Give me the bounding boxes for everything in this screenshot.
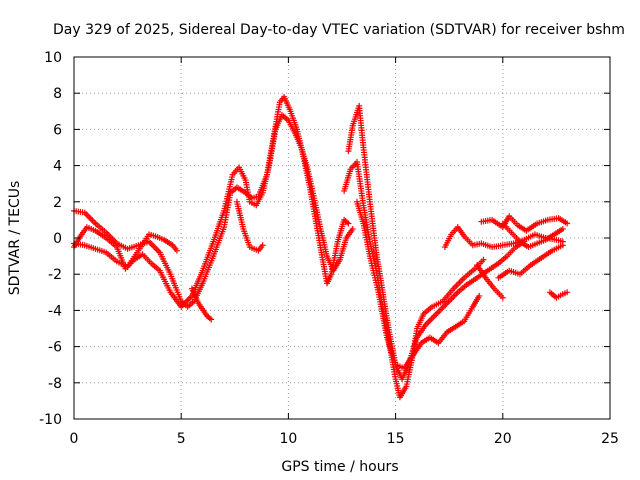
x-tick-label: 5 [177, 431, 186, 447]
x-tick-label: 25 [601, 431, 619, 447]
y-tick-label: 10 [44, 50, 62, 66]
y-tick-label: -2 [48, 267, 62, 283]
plus-marker [480, 256, 487, 263]
series-track-b [71, 111, 356, 310]
series-track-l [495, 242, 566, 281]
x-tick-label: 15 [387, 431, 405, 447]
plus-marker [476, 292, 483, 299]
series-track-c [71, 231, 180, 270]
y-tick-label: -6 [48, 340, 62, 356]
series-track-d [188, 285, 215, 323]
y-tick-label: -8 [48, 376, 62, 392]
x-tick-label: 0 [70, 431, 79, 447]
series-track-h [354, 198, 483, 372]
y-tick-label: -10 [39, 412, 62, 428]
plus-marker [345, 220, 352, 227]
plus-marker [208, 316, 215, 323]
series-track-e [233, 198, 266, 254]
chart-title: Day 329 of 2025, Sidereal Day-to-day VTE… [53, 22, 625, 38]
series-track-i [441, 224, 566, 251]
grid-lines [74, 57, 610, 419]
plus-marker [173, 247, 180, 254]
plus-marker [564, 289, 571, 296]
plus-marker [349, 225, 356, 232]
series-track-j [474, 262, 506, 301]
series-track-k [478, 213, 571, 234]
series-track-n [546, 289, 571, 301]
data-points [71, 93, 571, 401]
y-axis-label: SDTVAR / TECUs [7, 181, 23, 296]
y-tick-label: 0 [53, 231, 62, 247]
plus-marker [259, 242, 266, 249]
y-tick-label: -4 [48, 303, 62, 319]
y-tick-label: 6 [53, 122, 62, 138]
axis-ticks: 0 5 10 15 20 25 -10 -8 -6 -4 -2 0 2 4 6 8 10 [39, 50, 619, 447]
x-tick-label: 10 [279, 431, 297, 447]
x-axis-label: GPS time / hours [281, 459, 398, 475]
y-tick-label: 8 [53, 86, 62, 102]
y-tick-label: 2 [53, 195, 62, 211]
plus-marker [559, 225, 566, 232]
x-tick-label: 20 [494, 431, 512, 447]
series-track-m [499, 220, 566, 251]
plus-marker [499, 294, 506, 301]
plus-marker [564, 220, 571, 227]
plus-marker [559, 242, 566, 249]
y-tick-label: 4 [53, 159, 62, 175]
